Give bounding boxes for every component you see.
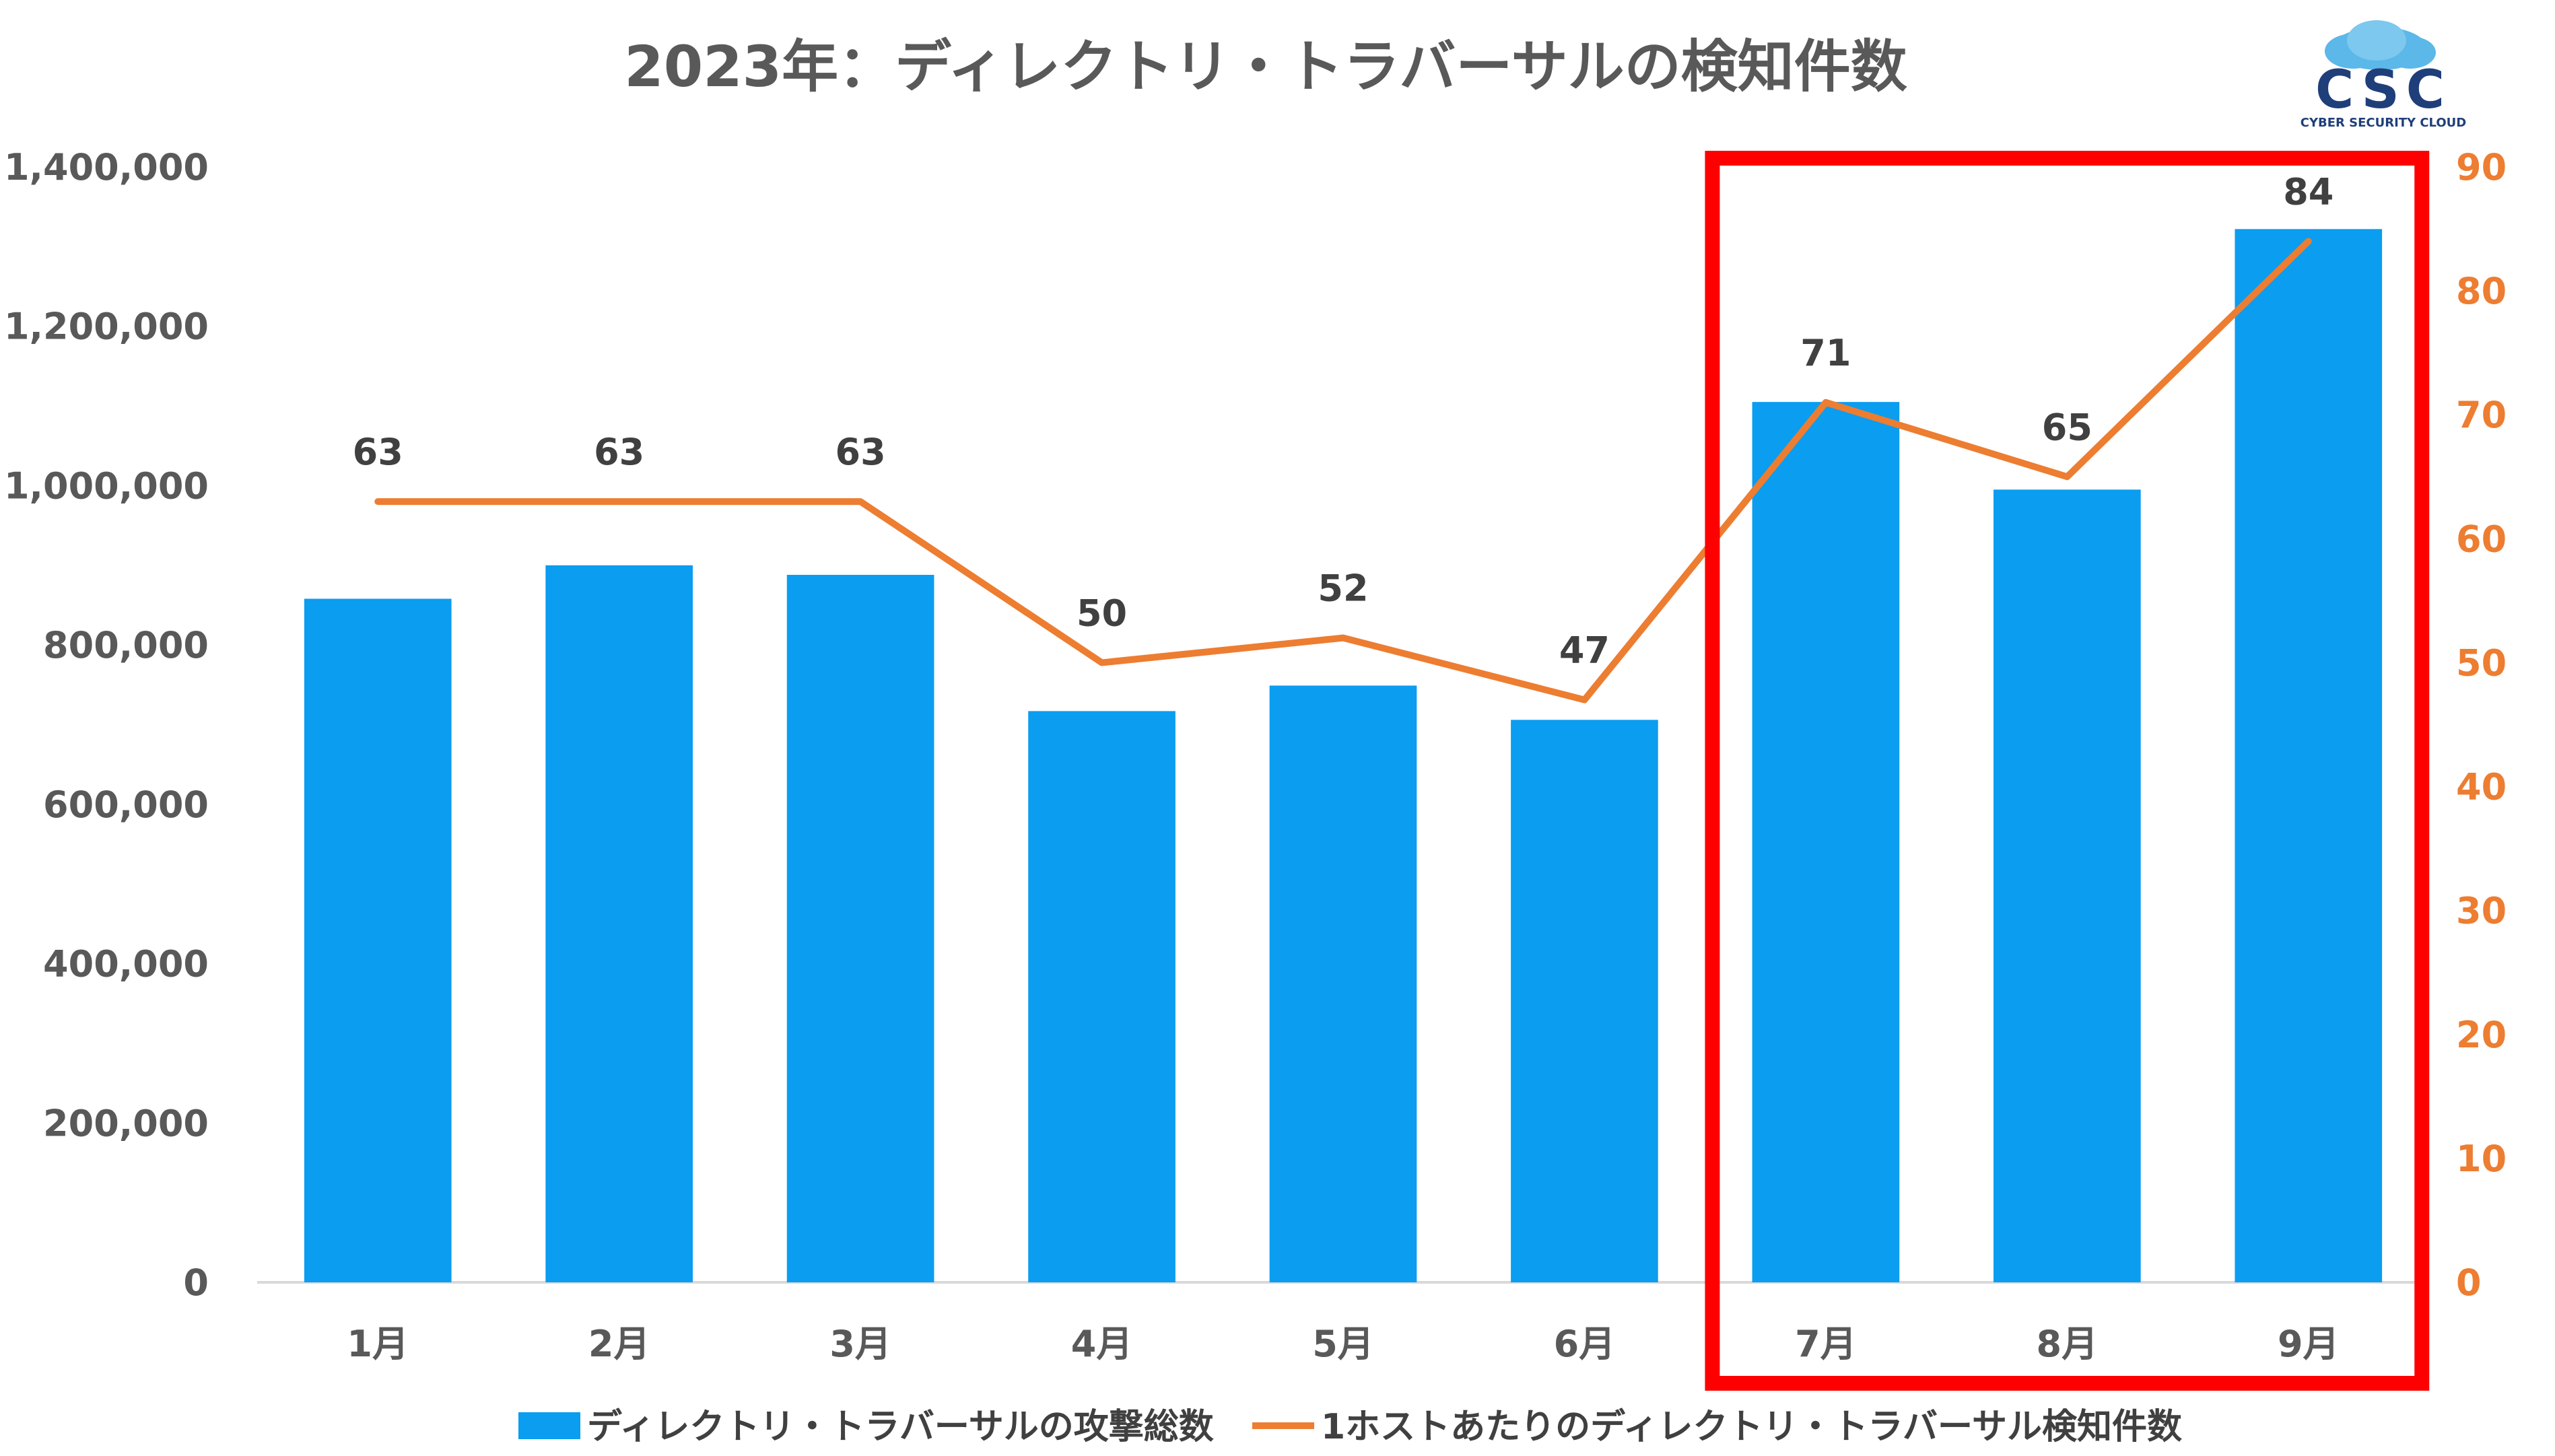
- bar: [1269, 685, 1417, 1282]
- logo-text: CSC: [2315, 60, 2451, 120]
- line-path: [374, 238, 2312, 703]
- x-tick-label: 7月: [1795, 1323, 1857, 1365]
- y-left-tick-label: 600,000: [43, 784, 209, 826]
- x-tick-label: 3月: [829, 1323, 891, 1365]
- x-tick-label: 5月: [1312, 1323, 1374, 1365]
- bar: [1752, 402, 1900, 1282]
- x-tick-label: 9月: [2278, 1323, 2340, 1365]
- y-left-tick-label: 1,200,000: [4, 306, 209, 348]
- x-tick-label: 6月: [1554, 1323, 1616, 1365]
- chart-title: 2023年：ディレクトリ・トラバーサルの検知件数: [624, 34, 1907, 100]
- y-left-tick-label: 400,000: [43, 943, 209, 985]
- y-right-tick-label: 80: [2456, 270, 2507, 312]
- y-right-tick-label: 60: [2456, 518, 2507, 560]
- data-label: 52: [1318, 567, 1368, 610]
- bar: [1028, 711, 1176, 1282]
- left-axis: 0 200,000 400,000 600,000 800,000 1,000,000 1,…: [4, 146, 209, 1304]
- y-left-tick-label: 1,400,000: [4, 146, 209, 188]
- line-series: 63 63 63 50 52 47 71 65 84: [353, 170, 2333, 703]
- bar: [1511, 720, 1658, 1282]
- data-label: 47: [1559, 629, 1610, 672]
- bar-series: [304, 229, 2383, 1283]
- y-left-tick-label: 800,000: [43, 624, 209, 666]
- y-right-tick-label: 90: [2456, 146, 2507, 188]
- legend-bar-label: ディレクトリ・トラバーサルの攻撃総数: [587, 1407, 1214, 1447]
- y-left-tick-label: 0: [183, 1261, 209, 1304]
- x-tick-label: 1月: [347, 1323, 409, 1365]
- cloud-icon: [2325, 20, 2436, 70]
- data-label: 84: [2283, 170, 2333, 213]
- y-right-tick-label: 10: [2456, 1138, 2507, 1180]
- y-left-tick-label: 1,000,000: [4, 464, 209, 507]
- bar: [1994, 489, 2141, 1282]
- y-left-tick-label: 200,000: [43, 1102, 209, 1144]
- x-tick-label: 2月: [588, 1323, 650, 1365]
- logo-subtext: CYBER SECURITY CLOUD: [2301, 116, 2467, 130]
- data-label: 63: [836, 431, 886, 473]
- y-right-tick-label: 0: [2456, 1261, 2482, 1304]
- y-right-tick-label: 20: [2456, 1014, 2507, 1056]
- bar: [2235, 229, 2383, 1282]
- data-label: 50: [1077, 592, 1127, 634]
- y-right-tick-label: 30: [2456, 890, 2507, 932]
- bar: [304, 598, 452, 1282]
- highlight-box: [1705, 151, 2430, 1391]
- legend: ディレクトリ・トラバーサルの攻撃総数 1ホストあたりのディレクトリ・トラバーサル…: [518, 1407, 2182, 1447]
- y-right-tick-label: 70: [2456, 394, 2507, 436]
- data-label: 65: [2042, 406, 2092, 448]
- legend-bar-swatch: [518, 1412, 580, 1439]
- data-label: 63: [353, 431, 403, 473]
- data-label: 63: [594, 431, 644, 473]
- bar: [786, 574, 934, 1283]
- x-tick-label: 4月: [1071, 1323, 1133, 1365]
- y-right-tick-label: 40: [2456, 766, 2507, 808]
- y-right-tick-label: 50: [2456, 642, 2507, 684]
- legend-line-label: 1ホストあたりのディレクトリ・トラバーサル検知件数: [1321, 1407, 2182, 1447]
- x-axis: 1月 2月 3月 4月 5月 6月 7月 8月 9月: [347, 1323, 2339, 1365]
- bar: [545, 565, 693, 1283]
- logo: CSC CYBER SECURITY CLOUD: [2301, 20, 2467, 130]
- right-axis: 0 10 20 30 40 50 60 70 80 90: [2456, 146, 2507, 1304]
- x-tick-label: 8月: [2037, 1323, 2099, 1365]
- data-label: 71: [1800, 332, 1851, 374]
